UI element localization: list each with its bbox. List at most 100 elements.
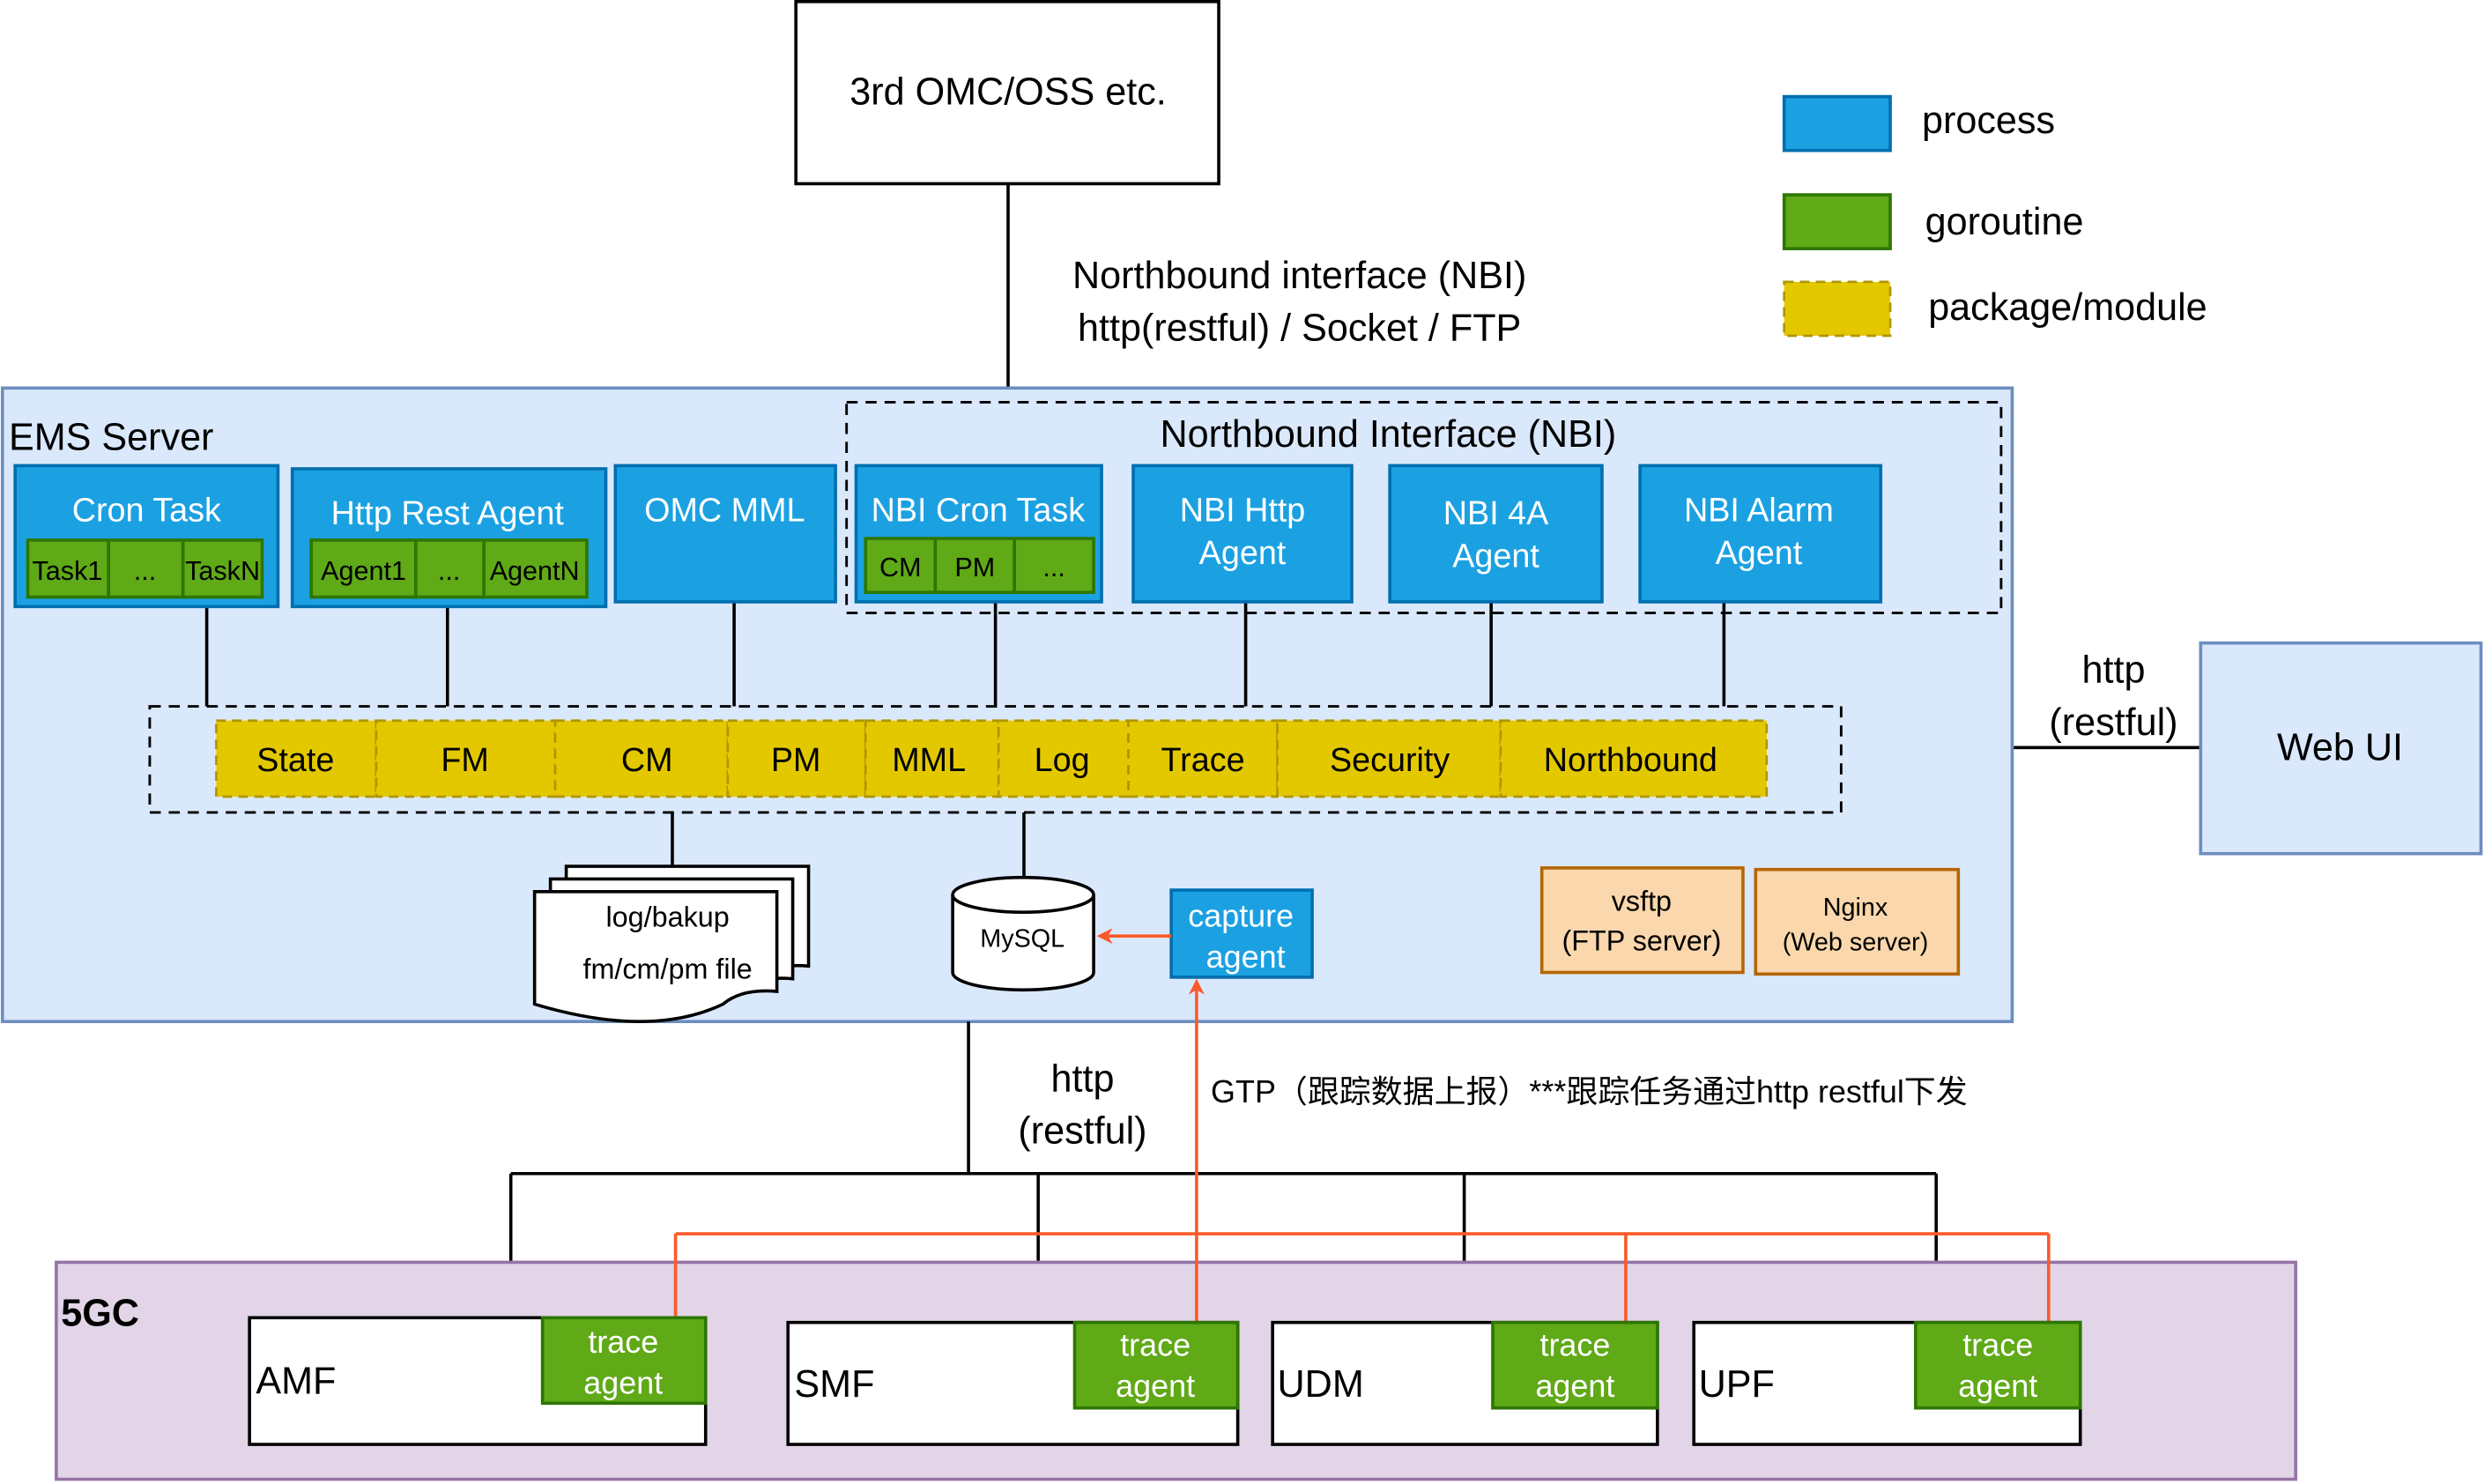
nbi-http-agent-line1: NBI Http: [1180, 491, 1306, 528]
nbi-4a-agent-line1: NBI 4A: [1443, 494, 1549, 531]
omc-mml-process: OMC MML: [613, 464, 837, 604]
oss-label: 3rd OMC/OSS etc.: [849, 71, 1166, 114]
amf-trace-agent-line1: trace: [588, 1324, 658, 1360]
package-pm: [726, 719, 867, 798]
package-cm-label: CM: [621, 741, 673, 778]
upf-trace-agent-line1: trace: [1962, 1326, 2033, 1362]
files-label-1: log/bakup: [605, 901, 729, 932]
nf-udm: UDM trace agent: [1271, 1320, 1659, 1446]
package-log-label: Log: [1035, 741, 1090, 778]
nf-amf: AMF trace agent: [248, 1316, 708, 1446]
pm-goroutine-label: PM: [954, 553, 995, 582]
task-ellipsis-label: ...: [134, 556, 156, 586]
amf-trace-agent-line2: agent: [583, 1365, 663, 1401]
webui-link-label-1: http: [2082, 649, 2146, 692]
webui-link-label-2: (restful): [2049, 701, 2177, 744]
package-cm: [553, 719, 730, 798]
amf-trace-agent: [540, 1316, 708, 1406]
vsftp-server: vsftp (FTP server): [1539, 866, 1745, 975]
nbi-alarm-agent-process: NBI Alarm Agent: [1638, 464, 1883, 604]
nf-smf: SMF trace agent: [786, 1320, 1240, 1446]
legend-package-swatch: [1783, 280, 1892, 338]
http-rest-agent-process: Http Rest Agent Agent1 ... AgentN: [290, 467, 608, 609]
cron-task-process: Cron Task Task1 ... TaskN: [13, 464, 280, 609]
package-northbound: [1499, 719, 1769, 798]
ems-server: EMS Server Northbound Interface (NBI) Cr…: [0, 386, 2014, 1024]
south-link-label-1: http: [1051, 1057, 1115, 1100]
vsftp-line1: vsftp: [1612, 885, 1672, 916]
fivegc-title: 5GC: [61, 1292, 139, 1334]
nbi-4a-agent-process: NBI 4A Agent: [1388, 464, 1604, 604]
mysql-database: MySQL: [951, 875, 1095, 992]
package-fm-label: FM: [441, 741, 488, 778]
goroutine-more: [1013, 537, 1095, 594]
nbi-http-agent-line2: Agent: [1199, 534, 1287, 571]
package-security: [1276, 719, 1502, 798]
package-pm-label: PM: [771, 741, 821, 778]
nbi-group-title: Northbound Interface (NBI): [1160, 413, 1616, 456]
smf-label: SMF: [794, 1363, 874, 1406]
goroutine-taskn: [181, 538, 264, 599]
nginx-server: Nginx (Web server): [1754, 867, 1961, 976]
oss-box: 3rd OMC/OSS etc.: [794, 0, 1220, 186]
http-rest-agent-title: Http Rest Agent: [331, 494, 565, 531]
nbi-group: [845, 401, 2003, 614]
package-trace-label: Trace: [1161, 741, 1245, 778]
files-label-2: fm/cm/pm file: [582, 953, 752, 985]
mysql-label: MySQL: [980, 925, 1064, 953]
upf-trace-agent-line2: agent: [1958, 1368, 2037, 1404]
package-fm: [375, 719, 557, 798]
cm-goroutine-label: CM: [879, 553, 922, 582]
goroutine-agentn: [482, 538, 589, 599]
more-goroutine-label: ...: [1042, 553, 1064, 582]
upf-trace-agent: [1914, 1320, 2082, 1410]
agent1-label: Agent1: [321, 556, 406, 586]
nbi-http-agent-process: NBI Http Agent: [1131, 464, 1354, 604]
nbi-cron-task-title: NBI Cron Task: [872, 491, 1086, 528]
package-security-label: Security: [1330, 741, 1450, 778]
web-ui-label: Web UI: [2277, 727, 2403, 769]
gtp-note: GTP（跟踪数据上报）***跟踪任务通过http restful下发: [1211, 1073, 1968, 1109]
legend-package-label: package/module: [1928, 286, 2207, 329]
nbi-link-label: Northbound interface (NBI): [1072, 255, 1526, 297]
nginx-line1: Nginx: [1823, 894, 1888, 922]
nbi-cron-task-process: NBI Cron Task CM PM ...: [854, 464, 1103, 604]
omc-mml-title: OMC MML: [644, 491, 805, 528]
ems-title: EMS Server: [9, 416, 213, 458]
capture-agent-line1: capture: [1188, 897, 1294, 933]
legend-goroutine-label: goroutine: [1925, 201, 2084, 243]
capture-agent-process: capture agent: [1169, 888, 1314, 979]
goroutine-task1: [26, 538, 110, 599]
package-layer: [148, 705, 1843, 814]
package-mml-label: MML: [892, 741, 966, 778]
udm-label: UDM: [1278, 1363, 1364, 1406]
south-link-label-2: (restful): [1018, 1110, 1146, 1153]
package-trace: [1127, 719, 1279, 798]
log-files-document: log/bakup fm/cm/pm file: [532, 864, 811, 1023]
agentn-label: AgentN: [490, 556, 580, 586]
smf-trace-agent-line1: trace: [1120, 1326, 1191, 1362]
package-bar: State FM CM PM MML Log Trace Security No…: [215, 719, 1769, 798]
upf-label: UPF: [1699, 1363, 1775, 1406]
agent-ellipsis-label: ...: [438, 556, 460, 586]
package-log: [997, 719, 1130, 798]
web-ui-box: Web UI: [2199, 641, 2483, 856]
trace-connectors: [673, 978, 2051, 1323]
task1-label: Task1: [33, 556, 103, 586]
package-northbound-label: Northbound: [1544, 741, 1717, 778]
legend-process-swatch: [1782, 94, 1892, 152]
legend: process goroutine package/module: [1782, 94, 2207, 338]
package-mml: [864, 719, 1000, 798]
nf-upf: UPF trace agent: [1692, 1320, 2082, 1446]
legend-process-label: process: [1922, 100, 2055, 142]
database-icon: [951, 875, 1095, 914]
udm-trace-agent-line2: agent: [1535, 1368, 1614, 1404]
nbi-alarm-agent-line1: NBI Alarm: [1684, 491, 1834, 528]
vsftp-line2: (FTP server): [1561, 924, 1721, 956]
capture-agent-line2: agent: [1206, 939, 1286, 975]
smf-trace-agent: [1072, 1320, 1240, 1410]
legend-goroutine-swatch: [1782, 193, 1892, 250]
nbi-4a-agent-line2: Agent: [1452, 537, 1539, 574]
taskn-label: TaskN: [185, 556, 260, 586]
